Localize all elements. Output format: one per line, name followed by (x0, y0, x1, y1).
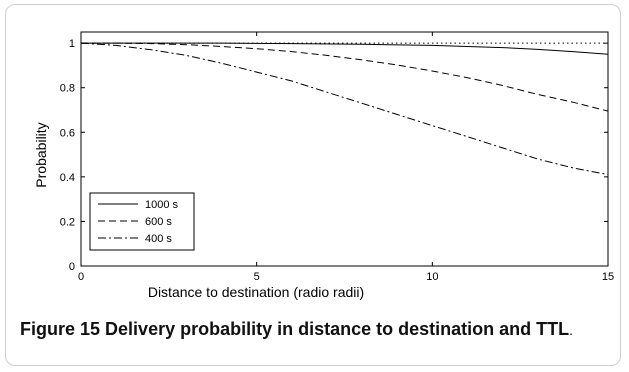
caption-label: Figure 15 (20, 319, 101, 339)
caption-text: Delivery probability in distance to dest… (105, 319, 570, 339)
x-tick-label-0: 0 (78, 271, 84, 283)
x-tick-label-3: 15 (602, 271, 614, 283)
plot-frame (80, 31, 609, 267)
x-tick-label-2: 10 (426, 271, 438, 283)
legend-label-400-s: 400 s (145, 233, 172, 245)
y-tick-label-1: 0.2 (60, 216, 75, 228)
y-tick-label-2: 0.4 (60, 172, 75, 184)
caption-period: . (569, 322, 573, 338)
y-tick-label-4: 0.8 (60, 83, 75, 95)
y-tick-label-3: 0.6 (60, 127, 75, 139)
x-axis-label: Distance to destination (radio radii) (148, 284, 364, 300)
legend-label-600-s: 600 s (145, 216, 172, 228)
plot-area: 0 5 10 15 0 0.2 0.4 0.6 0.8 1 1000 s 600 s 400 s (60, 31, 614, 283)
series-line-400-s (80, 42, 609, 176)
series-line-600-s (81, 42, 609, 112)
figure-card (5, 4, 621, 366)
series-line-1000-s (81, 42, 609, 55)
y-axis-label: Probability (33, 122, 49, 187)
y-tick-label-5: 1 (69, 38, 75, 50)
figure-caption: Figure 15 Delivery probability in distan… (20, 318, 612, 342)
x-tick-label-1: 5 (254, 271, 260, 283)
y-tick-label-0: 0 (69, 261, 75, 273)
legend-box (89, 192, 195, 251)
legend-label-1000-s: 1000 s (145, 199, 179, 211)
